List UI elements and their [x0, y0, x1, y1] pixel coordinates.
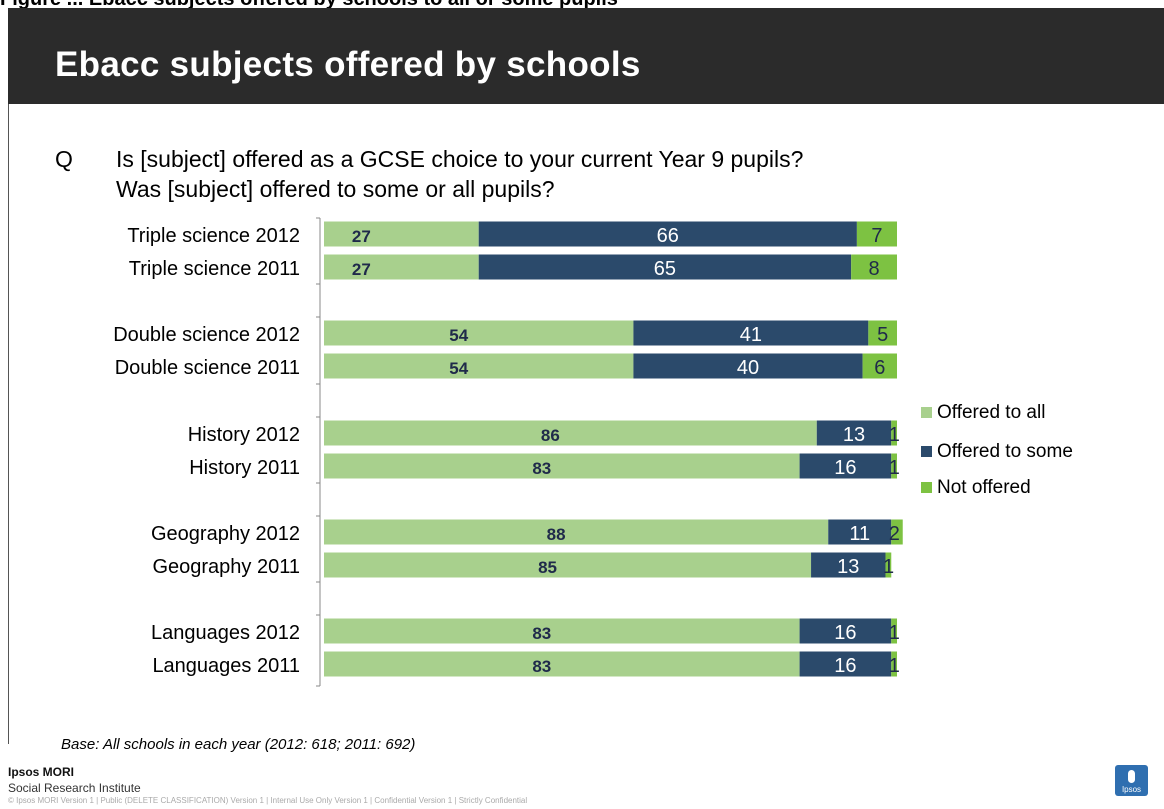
brand-name: Ipsos MORI [8, 765, 75, 779]
bar-segment [799, 651, 892, 677]
category-label: Triple science 2011 [129, 258, 300, 280]
brand-subtitle: Social Research Institute [8, 781, 141, 795]
category-label: History 2011 [189, 457, 300, 479]
bar-segment [633, 353, 863, 379]
category-label: Triple science 2012 [127, 225, 300, 247]
bar-segment [799, 453, 892, 479]
data-label: 27 [352, 260, 371, 279]
data-label: 54 [449, 359, 468, 378]
bar-segment [324, 618, 800, 644]
data-label: 83 [532, 624, 551, 643]
data-label: 83 [532, 459, 551, 478]
data-label: 13 [843, 424, 865, 446]
data-label: 66 [657, 225, 679, 247]
bar-segment [324, 221, 479, 247]
bar-segment [324, 519, 829, 545]
legend-swatch [921, 482, 932, 493]
data-label: 88 [547, 525, 566, 544]
data-label: 5 [877, 324, 888, 346]
bar-segment [856, 221, 897, 247]
bar-segment [891, 453, 897, 479]
bar-segment [885, 552, 892, 578]
data-label: 1 [889, 457, 900, 479]
data-label: 1 [883, 556, 894, 578]
bar-segment [799, 618, 892, 644]
data-label: 86 [541, 426, 560, 445]
page-title: Ebacc subjects offered by schools [55, 45, 641, 84]
bar-segment [478, 254, 852, 280]
bar-segment [891, 618, 897, 644]
bar-segment [828, 519, 892, 545]
logo-text: Ipsos [1121, 785, 1142, 794]
bar-segment [478, 221, 857, 247]
data-label: 1 [889, 622, 900, 644]
ipsos-logo: Ipsos [1115, 765, 1148, 796]
bar-segment [324, 353, 634, 379]
data-label: 2 [889, 523, 900, 545]
category-label: History 2012 [188, 424, 300, 446]
category-label: Languages 2011 [152, 655, 300, 677]
bar-segment [862, 353, 897, 379]
category-label: Languages 2012 [151, 622, 300, 644]
bar-segment [868, 320, 897, 346]
bar-segment [324, 320, 634, 346]
data-label: 16 [834, 457, 856, 479]
question-line-1: Is [subject] offered as a GCSE choice to… [116, 146, 804, 172]
frame-border [8, 104, 9, 744]
bar-segment [811, 552, 886, 578]
question-marker: Q [55, 146, 73, 172]
legend-swatch [921, 446, 932, 457]
category-label: Double science 2012 [113, 324, 300, 346]
base-note: Base: All schools in each year (2012: 61… [61, 736, 416, 753]
data-label: 27 [352, 227, 371, 246]
data-label: 13 [837, 556, 859, 578]
data-label: 7 [871, 225, 882, 247]
legend-label: Offered to some [937, 441, 1073, 462]
legend-label: Offered to all [937, 402, 1045, 423]
data-label: 8 [869, 258, 880, 280]
bar-segment [633, 320, 869, 346]
data-label: 85 [538, 558, 557, 577]
data-label: 16 [834, 655, 856, 677]
legend-swatch [921, 407, 932, 418]
data-label: 6 [874, 357, 885, 379]
bar-segment [324, 254, 479, 280]
data-label: 1 [889, 424, 900, 446]
data-label: 16 [834, 622, 856, 644]
data-label: 41 [740, 324, 762, 346]
figure-caption: Figure ... Ebacc subjects offered by sch… [0, 0, 1164, 10]
bar-segment [851, 254, 897, 280]
bar-segment [324, 552, 812, 578]
data-label: 11 [849, 523, 870, 545]
data-label: 1 [889, 655, 900, 677]
category-label: Double science 2011 [115, 357, 300, 379]
bar-segment [891, 420, 897, 446]
bar-segment [891, 651, 897, 677]
classification-footer: © Ipsos MORI Version 1 | Public (DELETE … [8, 796, 528, 805]
bar-segment [891, 519, 903, 545]
category-label: Geography 2011 [152, 556, 300, 578]
data-label: 83 [532, 657, 551, 676]
data-label: 65 [654, 258, 676, 280]
data-label: 40 [737, 357, 759, 379]
logo-mark [1128, 770, 1135, 783]
bar-segment [324, 453, 800, 479]
bar-segment [324, 651, 800, 677]
header-bar: Ebacc subjects offered by schools [8, 8, 1164, 104]
bar-segment [324, 420, 817, 446]
question-line-2: Was [subject] offered to some or all pup… [116, 176, 555, 202]
category-label: Geography 2012 [151, 523, 300, 545]
legend-label: Not offered [937, 477, 1031, 498]
data-label: 54 [449, 326, 468, 345]
bar-segment [816, 420, 892, 446]
stacked-bar-chart: Triple science 2012 27 66 7 Triple science 2… [113, 217, 1073, 687]
